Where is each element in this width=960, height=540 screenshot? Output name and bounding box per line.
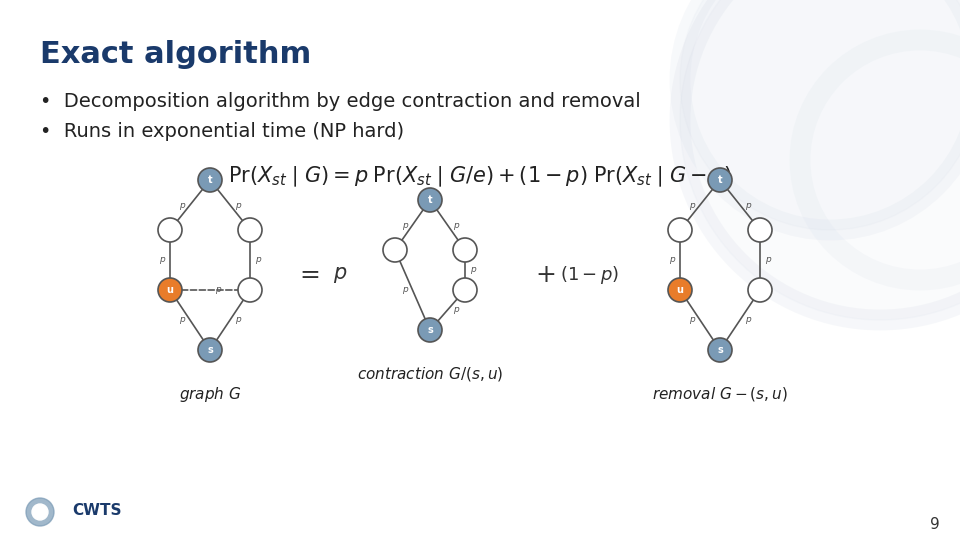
Text: p: p: [235, 200, 241, 210]
Text: t: t: [428, 195, 432, 205]
Text: $(1-p)$: $(1-p)$: [561, 264, 620, 286]
Circle shape: [680, 0, 960, 230]
Text: •  Decomposition algorithm by edge contraction and removal: • Decomposition algorithm by edge contra…: [40, 92, 640, 111]
Text: p: p: [745, 315, 751, 325]
Circle shape: [453, 278, 477, 302]
Text: p: p: [215, 286, 221, 294]
Text: t: t: [718, 175, 722, 185]
Text: t: t: [207, 175, 212, 185]
Text: p: p: [669, 255, 675, 265]
Text: s: s: [717, 345, 723, 355]
Text: graph $G$: graph $G$: [179, 385, 241, 404]
Text: $p$: $p$: [333, 265, 348, 285]
Circle shape: [668, 278, 692, 302]
Circle shape: [158, 278, 182, 302]
Circle shape: [680, 0, 960, 320]
Text: p: p: [452, 306, 458, 314]
Circle shape: [748, 218, 772, 242]
Text: CWTS: CWTS: [72, 503, 122, 518]
Circle shape: [32, 504, 48, 520]
Circle shape: [383, 238, 407, 262]
Text: $\Pr(X_{st} \mid G) = p\; \Pr(X_{st} \mid G/e) + (1-p)\; \Pr(X_{st} \mid G-e)$: $\Pr(X_{st} \mid G) = p\; \Pr(X_{st} \mi…: [228, 165, 732, 190]
Circle shape: [453, 238, 477, 262]
Text: p: p: [689, 315, 695, 325]
Text: p: p: [765, 255, 771, 265]
Text: =: =: [300, 263, 321, 287]
Circle shape: [238, 278, 262, 302]
Text: u: u: [677, 285, 684, 295]
Text: p: p: [180, 315, 185, 325]
Text: p: p: [159, 255, 165, 265]
Text: $+$: $+$: [535, 263, 555, 287]
Text: p: p: [235, 315, 241, 325]
Text: s: s: [207, 345, 213, 355]
Circle shape: [748, 278, 772, 302]
Text: p: p: [401, 220, 407, 230]
Circle shape: [708, 168, 732, 192]
Circle shape: [418, 318, 442, 342]
Text: p: p: [689, 200, 695, 210]
Circle shape: [238, 218, 262, 242]
Text: s: s: [427, 325, 433, 335]
Text: p: p: [255, 255, 261, 265]
Text: p: p: [401, 286, 407, 294]
Circle shape: [158, 218, 182, 242]
Text: p: p: [452, 220, 458, 230]
Text: u: u: [166, 285, 174, 295]
Text: p: p: [180, 200, 185, 210]
Text: p: p: [745, 200, 751, 210]
Text: 9: 9: [930, 517, 940, 532]
Text: contraction $G/(s,u)$: contraction $G/(s,u)$: [357, 365, 503, 383]
Text: p: p: [470, 266, 476, 274]
Circle shape: [418, 188, 442, 212]
Circle shape: [668, 218, 692, 242]
Text: •  Runs in exponential time (NP hard): • Runs in exponential time (NP hard): [40, 122, 404, 141]
Circle shape: [198, 338, 222, 362]
Text: removal $G-(s,u)$: removal $G-(s,u)$: [652, 385, 788, 403]
Circle shape: [26, 498, 54, 526]
Text: Exact algorithm: Exact algorithm: [40, 40, 311, 69]
Circle shape: [708, 338, 732, 362]
Circle shape: [198, 168, 222, 192]
